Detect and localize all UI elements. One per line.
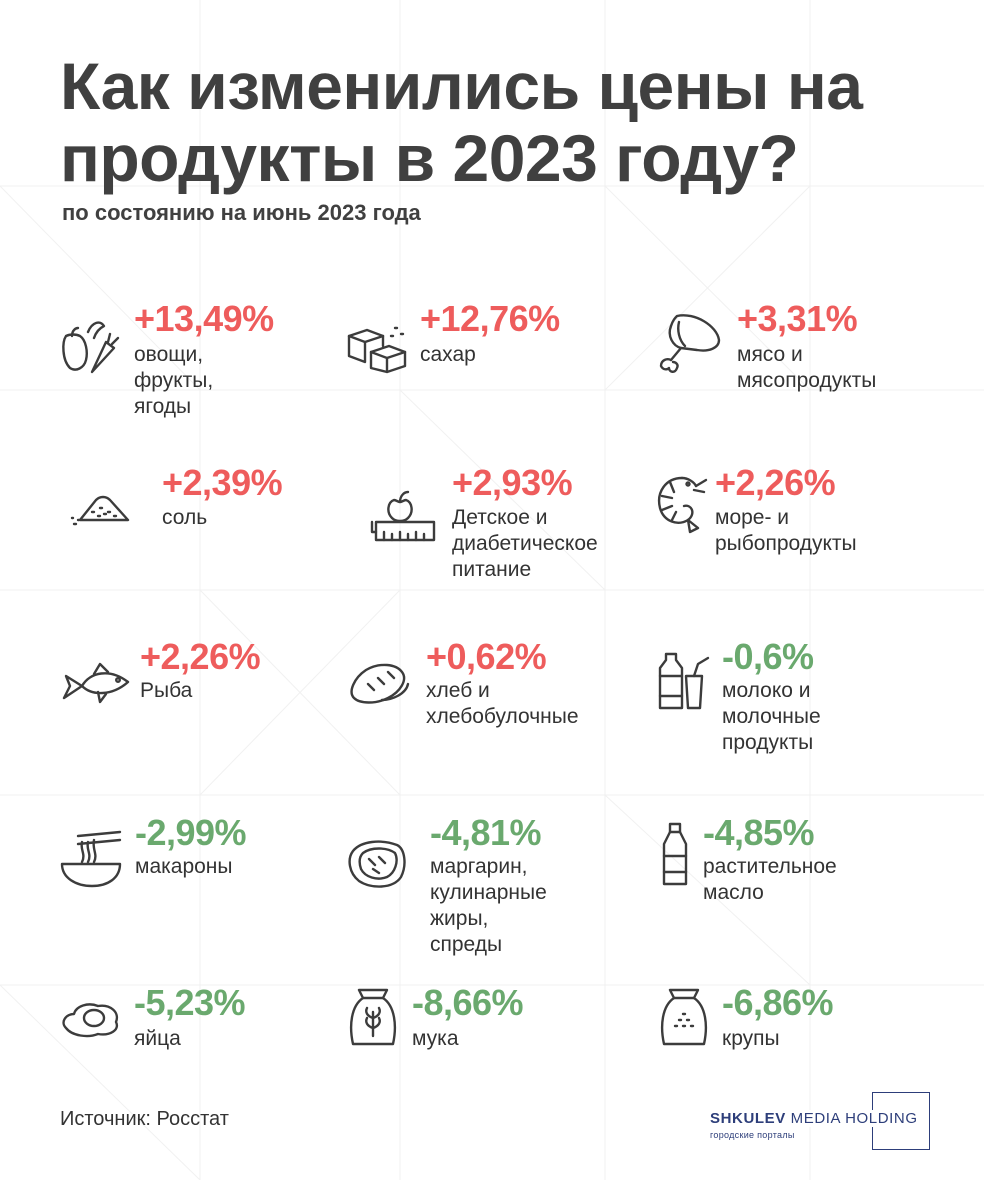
product-label: молоко и молочные продукты <box>722 679 821 754</box>
product-label: овощи, фрукты, ягоды <box>134 343 214 418</box>
price-change-value: -2,99% <box>135 812 247 853</box>
product-label: растительное масло <box>703 855 837 904</box>
product-label: Детское и диабетическое питание <box>452 506 598 581</box>
page-title: Как изменились цены на продукты в 2023 г… <box>60 49 863 195</box>
bread-icon <box>350 663 410 704</box>
sugar-cubes-icon <box>347 326 407 374</box>
brand-logo: SHKULEV MEDIA HOLDING городские порталы <box>708 1092 930 1150</box>
product-label: мясо и мясопродукты <box>737 343 877 392</box>
flour-sack-icon <box>349 988 397 1046</box>
butter-icon <box>348 840 406 888</box>
salt-pile-icon <box>70 495 130 526</box>
logo-brand: SHKULEV MEDIA HOLDING <box>710 1110 920 1127</box>
logo-tagline: городские порталы <box>710 1130 795 1140</box>
product-label: соль <box>162 506 208 529</box>
price-change-value: +2,39% <box>162 462 283 503</box>
price-change-value: -8,66% <box>412 982 524 1023</box>
product-label: море- и рыбопродукты <box>715 506 857 555</box>
source-note: Источник: Росстат <box>60 1108 229 1130</box>
noodles-bowl-icon <box>60 830 122 888</box>
price-change-value: -5,23% <box>134 982 246 1023</box>
product-label: яйца <box>134 1027 181 1050</box>
logo-brand-bold: SHKULEV <box>710 1110 786 1127</box>
shrimp-icon <box>657 476 708 534</box>
logo-brand-rest: MEDIA HOLDING <box>785 1110 918 1127</box>
price-change-value: +12,76% <box>420 298 560 339</box>
vegetables-icon <box>62 321 120 374</box>
price-change-value: +2,93% <box>452 462 573 503</box>
product-label: хлеб и хлебобулочные <box>426 679 579 728</box>
price-change-value: +0,62% <box>426 636 547 677</box>
product-label: Рыба <box>140 679 193 702</box>
price-change-value: +3,31% <box>737 298 858 339</box>
fried-egg-icon <box>62 1003 119 1038</box>
meat-leg-icon <box>659 314 721 373</box>
baby-food-scale-icon <box>370 490 436 542</box>
price-change-value: -6,86% <box>722 982 834 1023</box>
price-change-value: +2,26% <box>140 636 261 677</box>
fish-icon <box>62 662 130 704</box>
milk-icon <box>658 652 710 710</box>
price-change-value: -4,81% <box>430 812 542 853</box>
price-change-value: -4,85% <box>703 812 815 853</box>
oil-bottle-icon <box>662 822 688 886</box>
grain-sack-icon <box>660 988 708 1046</box>
product-label: крупы <box>722 1027 780 1050</box>
price-change-value: -0,6% <box>722 636 814 677</box>
price-change-value: +13,49% <box>134 298 274 339</box>
product-label: сахар <box>420 343 476 366</box>
product-label: мука <box>412 1027 459 1050</box>
product-label: маргарин, кулинарные жиры, спреды <box>430 855 547 956</box>
page-subtitle: по состоянию на июнь 2023 года <box>62 200 421 225</box>
price-change-value: +2,26% <box>715 462 836 503</box>
product-label: макароны <box>135 855 233 878</box>
